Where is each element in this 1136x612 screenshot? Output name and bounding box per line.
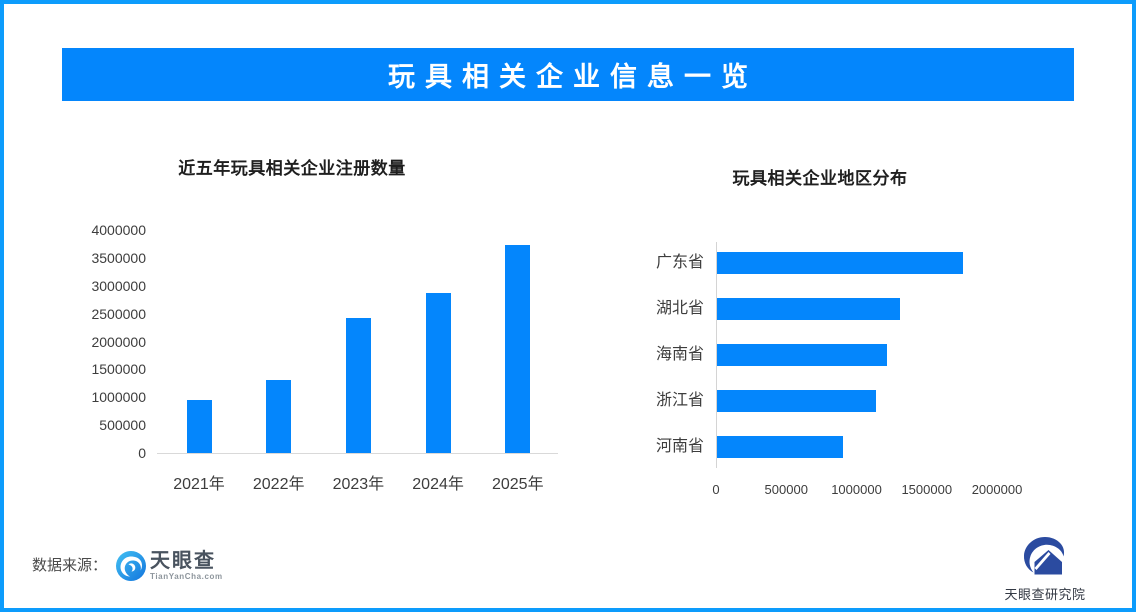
x-axis-tick-label: 1000000	[831, 482, 882, 497]
bar-湖北省	[717, 298, 900, 320]
right-chart-title: 玩具相关企业地区分布	[732, 169, 908, 188]
x-axis-category-label: 2023年	[332, 476, 385, 493]
bar-2025年	[505, 245, 531, 453]
y-axis-tick-label: 0	[138, 445, 146, 461]
y-axis-tick-label: 2000000	[91, 333, 146, 350]
bar-海南省	[717, 344, 887, 366]
bar-河南省	[717, 436, 843, 458]
x-axis-category-label: 2022年	[252, 476, 305, 493]
y-axis-tick-label: 2500000	[91, 305, 146, 322]
tianyancha-name: 天眼查	[150, 550, 216, 572]
y-axis-category-label: 湖北省	[655, 300, 704, 317]
research-institute-logo: 天眼查研究院	[995, 537, 1095, 603]
research-institute-swoosh-house-icon	[1023, 537, 1065, 575]
x-axis-category-label: 2025年	[491, 476, 544, 493]
bar-广东省	[717, 252, 963, 274]
y-axis-tick-label: 500000	[99, 417, 146, 434]
y-axis-category-label: 广东省	[655, 254, 704, 271]
y-axis-category-label: 海南省	[655, 346, 704, 363]
x-axis-tick-label: 2000000	[971, 482, 1023, 497]
y-axis-tick-label: 3500000	[91, 249, 146, 266]
bar-2022年	[266, 380, 292, 453]
bar-2021年	[186, 400, 212, 453]
x-axis-line	[157, 453, 558, 454]
y-axis-tick-label: 3000000	[91, 277, 146, 294]
data-source-label: 数据来源：	[32, 557, 108, 574]
bar-浙江省	[717, 390, 876, 412]
tianyancha-logo: 天眼查 TianYanCha.com	[116, 551, 223, 581]
y-axis-tick-label: 1500000	[91, 361, 146, 378]
tianyancha-wordmark: 天眼查 TianYanCha.com	[150, 550, 223, 582]
bar-2023年	[345, 318, 371, 453]
x-axis-category-label: 2024年	[412, 476, 464, 493]
y-axis-category-label: 河南省	[655, 438, 704, 455]
bar-2024年	[425, 293, 451, 453]
x-axis-category-label: 2021年	[173, 476, 225, 493]
y-axis-tick-label: 1000000	[91, 389, 146, 406]
title-banner: 玩具相关企业信息一览	[62, 48, 1074, 101]
x-axis-tick-label: 0	[712, 482, 720, 497]
research-institute-name: 天眼查研究院	[1004, 587, 1086, 602]
tianyancha-domain: TianYanCha.com	[150, 572, 223, 581]
left-chart-title: 近五年玩具相关企业注册数量	[178, 159, 406, 178]
y-axis-category-label: 浙江省	[655, 392, 704, 409]
y-axis-tick-label: 4000000	[91, 222, 146, 238]
x-axis-tick-label: 500000	[764, 482, 808, 497]
tianyancha-eye-icon	[116, 551, 146, 581]
page-title: 玩具相关企业信息一览	[388, 62, 758, 92]
y-axis-line	[716, 242, 717, 468]
x-axis-tick-label: 1500000	[901, 482, 953, 497]
